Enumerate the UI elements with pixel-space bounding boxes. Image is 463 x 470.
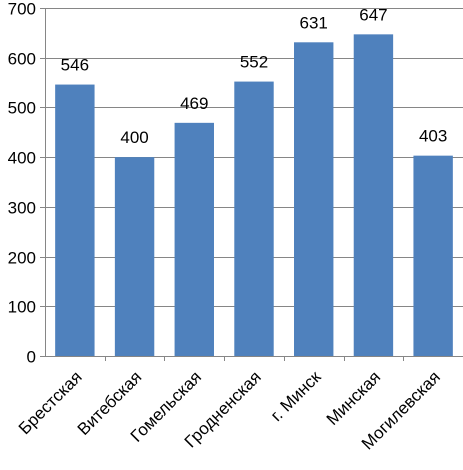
bars	[55, 34, 453, 356]
y-tick-labels: 0 100 200 300 400 500 600 700	[8, 0, 36, 367]
data-label: 400	[120, 128, 148, 147]
y-tick-label: 500	[8, 99, 36, 118]
y-tick-label: 700	[8, 0, 36, 19]
y-tick-label: 100	[8, 298, 36, 317]
x-tick-label: Минская	[323, 367, 385, 429]
data-labels: 546 400 469 552 631 647 403	[61, 5, 448, 147]
bar	[174, 122, 214, 356]
data-label: 546	[61, 56, 89, 75]
data-label: 469	[180, 94, 208, 113]
bar	[294, 42, 334, 356]
data-label: 631	[300, 13, 328, 32]
bar	[413, 155, 453, 356]
bar	[234, 81, 274, 356]
data-label: 647	[359, 5, 387, 24]
bar	[55, 84, 95, 356]
y-tick-label: 400	[8, 149, 36, 168]
x-tick-label: г. Минск	[267, 367, 325, 425]
axes	[40, 8, 463, 361]
bar	[114, 157, 155, 356]
data-label: 552	[240, 53, 268, 72]
y-tick-label: 600	[8, 50, 36, 69]
data-label: 403	[419, 127, 447, 146]
y-tick-label: 200	[8, 249, 36, 268]
bar	[353, 34, 394, 356]
y-tick-label: 300	[8, 199, 36, 218]
y-tick-label: 0	[27, 348, 36, 367]
